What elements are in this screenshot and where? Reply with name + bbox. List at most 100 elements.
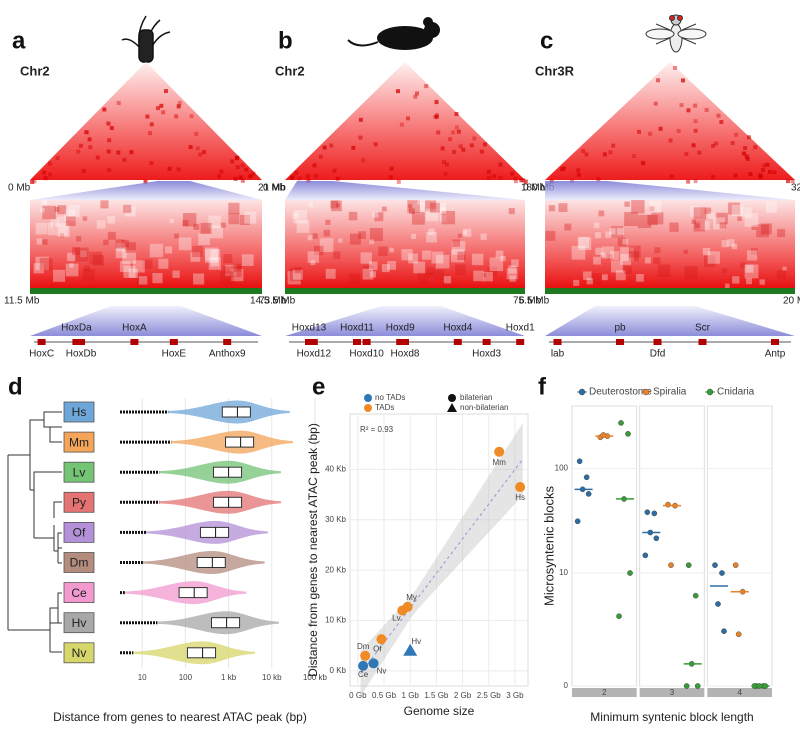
hic-pixel bbox=[673, 65, 678, 70]
point bbox=[618, 420, 624, 426]
zoom-pixel bbox=[617, 237, 627, 247]
zoom-pixel bbox=[58, 225, 70, 237]
point bbox=[376, 634, 387, 645]
hic-pixel bbox=[648, 131, 653, 136]
zoom-pixel bbox=[756, 224, 770, 238]
zoom-pixel bbox=[69, 263, 74, 268]
gene-label: Hoxd12 bbox=[297, 349, 332, 360]
legend-label: no TADs bbox=[375, 393, 405, 402]
hic-pixel bbox=[452, 149, 457, 154]
zoom-pixel bbox=[601, 246, 614, 259]
hic-pixel bbox=[148, 131, 153, 136]
gene bbox=[698, 339, 707, 345]
hic-pixel bbox=[479, 149, 484, 154]
zoom-pixel bbox=[760, 223, 772, 235]
legend-swatch bbox=[642, 388, 650, 396]
zoom-pixel bbox=[745, 278, 753, 285]
zoom-pixel bbox=[624, 212, 638, 226]
hic-pixel bbox=[32, 179, 37, 184]
zoom-pixel bbox=[241, 254, 254, 266]
zoom-pixel bbox=[149, 243, 164, 258]
point bbox=[403, 643, 418, 656]
zoom-pixel bbox=[64, 209, 76, 221]
zoom-pixel bbox=[611, 226, 624, 239]
hic-pixel bbox=[767, 170, 772, 175]
hic-pixel bbox=[658, 126, 663, 131]
zoom-pixel bbox=[716, 212, 728, 225]
zoom-pixel bbox=[239, 214, 250, 226]
zoom-pixel bbox=[421, 250, 432, 260]
zoom-pixel bbox=[119, 261, 131, 272]
zoom-pixel bbox=[700, 221, 710, 230]
hic-pixel bbox=[524, 179, 529, 184]
category-label: Hs bbox=[72, 405, 87, 419]
hic-pixel bbox=[116, 101, 121, 106]
zoom-pixel bbox=[441, 210, 456, 225]
zoom-pixel bbox=[349, 273, 360, 284]
legend-swatch bbox=[364, 404, 372, 412]
hic-pixel bbox=[413, 94, 418, 99]
zoom-pixel bbox=[508, 208, 515, 215]
zoom-pixel bbox=[776, 270, 786, 280]
hic-pixel bbox=[461, 147, 466, 152]
hic-pixel bbox=[576, 172, 581, 177]
x-tick-label: 10 bbox=[138, 673, 147, 682]
category-label: Dm bbox=[70, 556, 89, 570]
hic-pixel bbox=[233, 176, 238, 181]
zoom-pixel bbox=[93, 254, 105, 266]
zoom-pixel bbox=[76, 236, 82, 242]
hic-pixel bbox=[30, 179, 35, 184]
hic-pixel bbox=[240, 178, 245, 183]
chromosome-label: Chr2 bbox=[20, 63, 50, 78]
zoom-pixel bbox=[36, 238, 43, 245]
zoom-pixel bbox=[210, 257, 220, 267]
zoom-pixel bbox=[67, 204, 80, 217]
zoom-pixel bbox=[331, 200, 342, 212]
hic-pixel bbox=[637, 129, 642, 134]
zoom-pixel bbox=[413, 202, 425, 215]
zoom-pixel bbox=[759, 279, 765, 285]
hic-pixel bbox=[686, 179, 691, 184]
hic-pixel bbox=[691, 143, 696, 148]
zoom-pixel bbox=[335, 203, 340, 208]
hic-pixel bbox=[230, 159, 235, 164]
zoom-pixel bbox=[307, 235, 313, 241]
zoom-pixel bbox=[704, 207, 712, 215]
category-box bbox=[63, 431, 95, 453]
gene bbox=[72, 339, 81, 345]
hic-pixel bbox=[30, 179, 35, 184]
hic-pixel bbox=[198, 152, 203, 157]
zoom-pixel bbox=[198, 233, 211, 246]
hic-pixel bbox=[143, 179, 148, 184]
coord-start: 0 Mb bbox=[8, 183, 31, 194]
zoom-pixel bbox=[50, 218, 59, 227]
gene bbox=[223, 339, 232, 345]
zoom-pixel bbox=[190, 252, 201, 262]
zoom-pixel bbox=[571, 245, 586, 260]
zoom-pixel bbox=[115, 247, 127, 259]
hic-pixel bbox=[415, 91, 420, 96]
hic-pixel bbox=[469, 143, 474, 148]
hic-pixel bbox=[306, 178, 311, 183]
gene bbox=[353, 339, 361, 345]
point bbox=[583, 474, 590, 481]
hic-pixel bbox=[693, 119, 698, 124]
hic-pixel bbox=[55, 156, 60, 161]
point bbox=[694, 683, 701, 689]
zoom-pixel bbox=[389, 247, 394, 253]
zoom-pixel bbox=[583, 271, 592, 280]
zoom-pixel bbox=[471, 253, 484, 266]
zoom-pixel bbox=[103, 239, 109, 246]
hic-pixel bbox=[176, 167, 181, 172]
zoom-pixel bbox=[35, 222, 48, 235]
hic-pixel bbox=[711, 143, 716, 148]
hic-pixel bbox=[676, 128, 681, 133]
category-label: Ce bbox=[71, 586, 87, 600]
zoom-pixel bbox=[292, 269, 303, 280]
zoom-pixel bbox=[607, 254, 613, 260]
hic-pixel bbox=[765, 162, 770, 167]
hic-pixel bbox=[576, 168, 581, 173]
zoom-pixel bbox=[136, 277, 147, 288]
point bbox=[683, 683, 690, 689]
